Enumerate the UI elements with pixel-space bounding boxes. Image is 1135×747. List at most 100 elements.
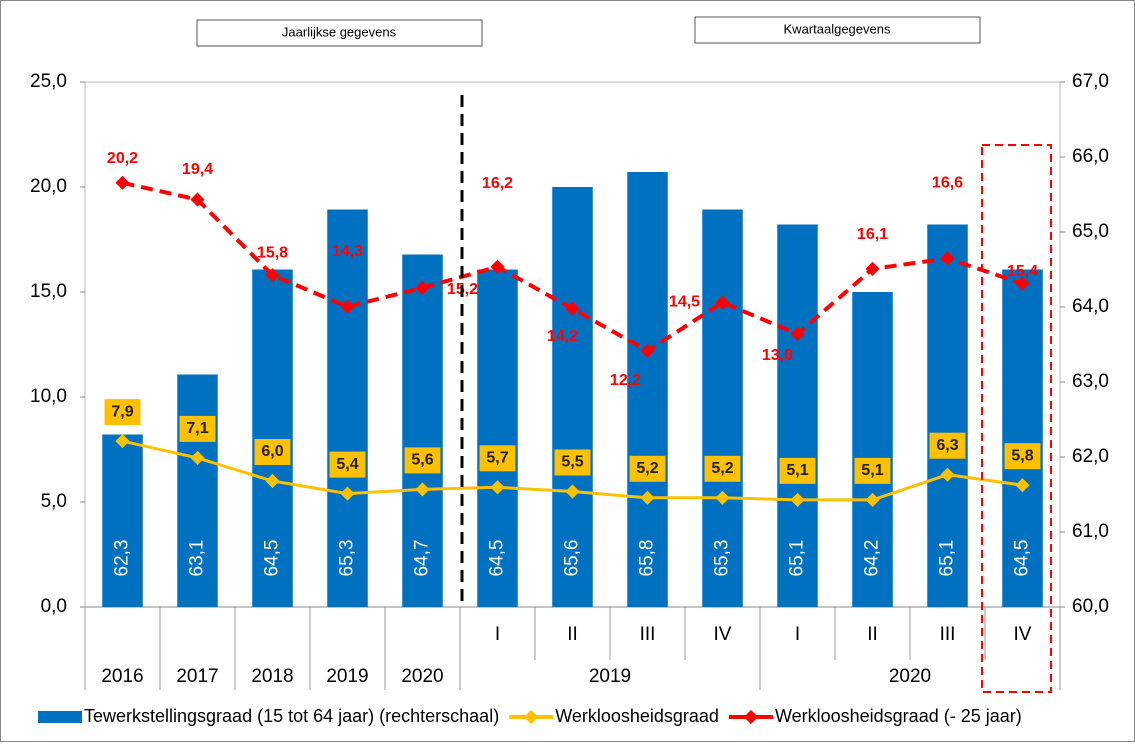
data-label-box [554,449,591,476]
marker [790,492,805,507]
legend-label: Tewerkstellingsgraad (15 tot 64 jaar) (r… [84,706,499,726]
bar [102,434,143,607]
data-label-box [854,457,891,484]
bar [627,172,668,607]
x-tick-label: 2016 [101,666,143,687]
bar [702,209,743,607]
marker [415,482,430,497]
legend-marker [743,709,759,725]
y2-tick-label: 61,0 [1072,521,1109,542]
y2-tick-label: 66,0 [1072,146,1109,167]
data-label-box [629,455,666,482]
marker [190,450,205,465]
x-tick-label: 2019 [326,666,368,687]
highlight-box [981,144,1052,693]
bar [402,254,443,607]
x-tick-label: IV [714,624,732,645]
marker [940,467,955,482]
x-tick-label: IV [1014,624,1032,645]
y-tick-label: 20,0 [30,176,67,197]
y2-tick-label: 62,0 [1072,446,1109,467]
bar-label: 65,8 [637,540,658,577]
data-label-box [179,415,216,442]
data-label: 14,2 [547,328,578,345]
data-label: 5,2 [711,460,733,477]
bar [777,224,818,607]
marker [640,343,655,358]
y-tick-label: 25,0 [30,71,67,92]
data-label: 5,1 [786,462,808,479]
marker [715,490,730,505]
data-label-box [404,447,441,474]
x-tick-label: 2020 [401,666,443,687]
annotation: Jaarlijkse gegevens [282,24,397,39]
marker [865,261,880,276]
data-label: 12,2 [610,372,641,389]
bar-label: 65,1 [937,540,958,577]
bar-label: 62,3 [112,540,133,577]
data-label: 16,1 [857,226,888,243]
bar-label: 65,3 [712,540,733,577]
data-label: 5,8 [1011,447,1033,464]
data-label: 5,1 [861,462,883,479]
data-label: 6,3 [936,437,958,454]
bar [252,269,293,607]
x-tick-label: I [495,624,500,645]
annotation-box [694,16,981,44]
bar-label: 65,1 [787,540,808,577]
data-label: 5,6 [411,452,433,469]
data-label-box [104,399,141,426]
data-label: 15,4 [1007,263,1038,280]
x-tick-label: 2017 [176,666,218,687]
marker [940,251,955,266]
legend-swatch [38,711,82,723]
marker [565,301,580,316]
marker [565,484,580,499]
bar [852,292,893,607]
data-label-box [929,432,966,459]
x-group-label: 2019 [589,666,631,687]
marker [715,295,730,310]
data-label: 20,2 [107,150,138,167]
annotation-box [196,19,483,47]
marker [790,326,805,342]
bar-label: 65,6 [562,540,583,577]
data-label: 14,5 [669,294,700,311]
data-label: 6,0 [261,443,283,460]
marker [1015,478,1030,493]
data-label: 5,5 [561,454,583,471]
data-label: 5,4 [336,456,358,473]
marker [640,490,655,505]
data-label: 16,2 [482,175,513,192]
data-label-box [479,445,516,472]
y2-tick-label: 65,0 [1072,221,1109,242]
bar [327,209,368,607]
data-label: 5,7 [486,450,508,467]
bar-label: 64,5 [1012,540,1033,577]
bar [477,269,518,607]
bar [1002,269,1043,607]
data-label-box [704,455,741,482]
data-label: 16,6 [932,175,963,192]
marker [190,192,205,207]
marker [1015,276,1030,291]
y-tick-label: 15,0 [30,281,67,302]
marker [265,268,280,283]
bar-label: 64,5 [487,540,508,577]
bar [927,224,968,607]
y2-tick-label: 64,0 [1072,296,1109,317]
y2-tick-label: 67,0 [1072,71,1109,92]
y-tick-label: 10,0 [30,386,67,407]
y2-tick-label: 60,0 [1072,596,1109,617]
legend-marker [524,709,539,725]
data-label: 19,4 [182,161,213,178]
data-label-box [329,451,366,478]
marker [490,259,505,274]
marker [115,434,130,449]
data-label: 13,0 [762,347,793,364]
y2-tick-label: 63,0 [1072,371,1109,392]
y-tick-label: 5,0 [41,491,67,512]
x-tick-label: II [567,624,578,645]
data-label: 5,2 [636,460,658,477]
